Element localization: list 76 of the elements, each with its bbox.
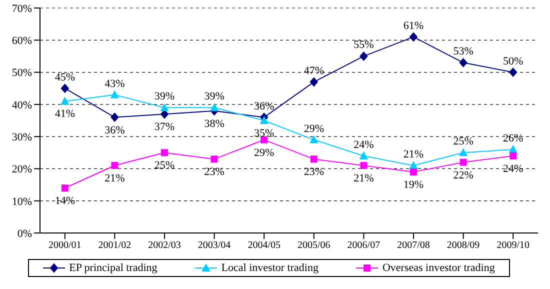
- point: [260, 116, 268, 124]
- y-tick-label: 10%: [12, 196, 32, 208]
- data-label: 23%: [204, 166, 224, 178]
- y-tick-label: 60%: [12, 35, 32, 48]
- data-label: 23%: [304, 166, 324, 178]
- y-tick-label: 40%: [12, 99, 32, 112]
- x-tick-label: 2001/02: [98, 240, 132, 252]
- legend-label: Local investor trading: [221, 262, 318, 274]
- data-label: 36%: [254, 100, 274, 112]
- point: [111, 162, 118, 169]
- data-label: 39%: [204, 90, 224, 103]
- point: [110, 112, 119, 122]
- data-label: 25%: [154, 160, 175, 172]
- data-label: 55%: [354, 39, 374, 52]
- data-label: 61%: [403, 20, 424, 32]
- point: [460, 158, 467, 166]
- data-label: 41%: [54, 108, 75, 120]
- y-tick-label: 0%: [17, 228, 32, 240]
- point: [61, 184, 68, 192]
- point: [509, 68, 518, 77]
- y-tick-label: 30%: [12, 131, 32, 144]
- data-label: 21%: [403, 148, 424, 160]
- point: [210, 104, 218, 112]
- data-label: 50%: [503, 55, 524, 68]
- data-label: 36%: [104, 124, 125, 136]
- data-label: 25%: [453, 136, 474, 148]
- x-tick-label: 2003/04: [198, 240, 231, 252]
- point: [60, 84, 69, 93]
- point: [459, 58, 468, 68]
- x-tick-label: 2006/07: [347, 240, 380, 252]
- data-label: 35%: [254, 128, 274, 140]
- y-tick-label: 20%: [12, 164, 32, 176]
- data-label: 22%: [453, 169, 474, 182]
- x-tick-label: 2000/01: [48, 240, 82, 252]
- data-label: 24%: [503, 162, 524, 175]
- point: [410, 168, 417, 176]
- x-tick-label: 2009/10: [496, 240, 530, 252]
- point: [360, 52, 368, 61]
- legend-label: Overseas investor trading: [382, 262, 495, 274]
- data-label: 29%: [304, 122, 324, 135]
- y-tick-label: 70%: [12, 2, 32, 15]
- point: [510, 152, 517, 160]
- point: [410, 162, 418, 169]
- data-label: 53%: [453, 46, 474, 58]
- data-label: 14%: [54, 195, 75, 207]
- x-tick-label: 2005/06: [298, 240, 330, 252]
- data-label: 29%: [254, 146, 274, 159]
- x-tick-label: 2002/03: [148, 240, 181, 252]
- data-label: 19%: [403, 178, 424, 191]
- data-label: 45%: [54, 71, 75, 84]
- point: [459, 148, 468, 156]
- point: [110, 90, 119, 98]
- point: [410, 32, 418, 42]
- point: [160, 104, 168, 112]
- point: [360, 152, 368, 160]
- point: [60, 97, 69, 105]
- data-label: 38%: [204, 118, 224, 130]
- data-label: 21%: [104, 172, 125, 184]
- legend-label: EP principal trading: [69, 262, 158, 274]
- point: [509, 145, 518, 153]
- point: [161, 149, 168, 156]
- point: [360, 162, 368, 169]
- point: [210, 156, 218, 163]
- x-tick-label: 2007/08: [397, 240, 430, 252]
- x-tick-label: 2004/05: [248, 240, 280, 252]
- data-label: 21%: [354, 172, 374, 184]
- data-label: 24%: [354, 138, 374, 151]
- x-tick-label: 2008/09: [446, 240, 480, 252]
- data-label: 37%: [154, 121, 175, 134]
- y-tick-label: 50%: [12, 67, 32, 80]
- point: [310, 136, 318, 144]
- point: [310, 77, 318, 86]
- data-label: 26%: [503, 132, 524, 144]
- data-label: 39%: [154, 90, 175, 103]
- data-label: 43%: [104, 78, 125, 90]
- point: [310, 156, 318, 163]
